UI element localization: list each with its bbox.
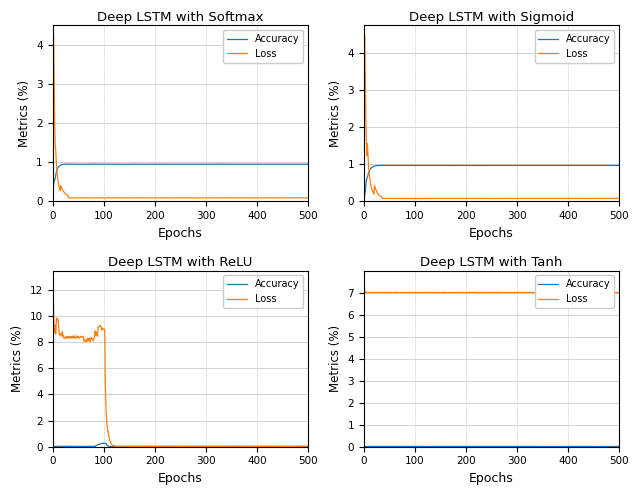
Loss xyxy=(214,443,221,449)
Accuracy xyxy=(529,162,536,168)
Loss xyxy=(434,290,442,296)
Accuracy xyxy=(527,163,535,169)
Accuracy xyxy=(453,443,461,449)
Accuracy xyxy=(478,443,486,449)
Line: Loss: Loss xyxy=(52,31,308,198)
Loss xyxy=(304,443,312,449)
Line: Accuracy: Accuracy xyxy=(52,164,308,199)
X-axis label: Epochs: Epochs xyxy=(158,227,203,240)
Loss xyxy=(182,443,189,449)
Loss xyxy=(123,443,131,449)
Loss xyxy=(525,289,532,295)
Accuracy xyxy=(260,161,268,167)
Loss xyxy=(423,289,431,295)
Title: Deep LSTM with ReLU: Deep LSTM with ReLU xyxy=(108,256,252,269)
Accuracy xyxy=(216,161,224,167)
Accuracy xyxy=(434,443,442,449)
Accuracy xyxy=(123,161,131,167)
Loss xyxy=(615,195,623,201)
Loss xyxy=(572,195,579,201)
Loss xyxy=(141,443,149,449)
Title: Deep LSTM with Sigmoid: Deep LSTM with Sigmoid xyxy=(409,11,574,24)
Title: Deep LSTM with Softmax: Deep LSTM with Softmax xyxy=(97,11,264,24)
Loss xyxy=(525,195,532,201)
Accuracy xyxy=(218,443,225,449)
Accuracy xyxy=(615,162,623,168)
Legend: Accuracy, Loss: Accuracy, Loss xyxy=(223,275,303,308)
Accuracy xyxy=(572,443,580,449)
Line: Loss: Loss xyxy=(364,282,619,293)
Loss xyxy=(360,30,368,36)
Legend: Accuracy, Loss: Accuracy, Loss xyxy=(534,275,614,308)
Loss xyxy=(453,195,461,201)
Loss xyxy=(360,196,367,202)
Legend: Accuracy, Loss: Accuracy, Loss xyxy=(534,30,614,63)
Line: Loss: Loss xyxy=(364,33,619,199)
Accuracy xyxy=(525,443,533,449)
Accuracy xyxy=(113,443,121,449)
Loss xyxy=(142,195,150,201)
Y-axis label: Metrics (%): Metrics (%) xyxy=(329,80,342,147)
Loss xyxy=(261,195,269,201)
Accuracy xyxy=(434,163,442,169)
Accuracy xyxy=(124,443,132,449)
Loss xyxy=(49,194,56,200)
X-axis label: Epochs: Epochs xyxy=(158,472,203,485)
Legend: Accuracy, Loss: Accuracy, Loss xyxy=(223,30,303,63)
Accuracy xyxy=(112,161,120,167)
Accuracy xyxy=(497,443,504,449)
Loss xyxy=(528,195,536,201)
Accuracy xyxy=(453,162,461,168)
Loss xyxy=(615,290,623,296)
Loss xyxy=(435,195,442,201)
Accuracy xyxy=(100,440,108,446)
Accuracy xyxy=(360,198,367,204)
Y-axis label: Metrics (%): Metrics (%) xyxy=(11,325,24,392)
Loss xyxy=(112,443,120,449)
Loss xyxy=(572,289,579,295)
Line: Accuracy: Accuracy xyxy=(52,443,308,446)
Loss xyxy=(124,195,131,201)
Loss xyxy=(476,290,483,296)
Accuracy xyxy=(261,443,269,449)
Line: Loss: Loss xyxy=(52,274,308,446)
Loss xyxy=(424,195,431,201)
Accuracy xyxy=(49,443,56,449)
Y-axis label: Metrics (%): Metrics (%) xyxy=(18,80,31,147)
Accuracy xyxy=(143,443,150,449)
Accuracy xyxy=(572,162,579,168)
Loss xyxy=(360,279,367,285)
X-axis label: Epochs: Epochs xyxy=(469,227,514,240)
Loss xyxy=(200,195,207,201)
Accuracy xyxy=(304,443,312,449)
Loss xyxy=(49,271,56,277)
Y-axis label: Metrics (%): Metrics (%) xyxy=(329,325,342,392)
Loss xyxy=(113,195,120,201)
Loss xyxy=(49,28,57,34)
Loss xyxy=(304,195,312,201)
Accuracy xyxy=(110,443,118,449)
Line: Accuracy: Accuracy xyxy=(364,165,619,201)
Accuracy xyxy=(213,161,221,167)
Accuracy xyxy=(141,161,149,167)
Accuracy xyxy=(423,162,431,168)
Accuracy xyxy=(529,443,536,449)
Loss xyxy=(218,195,225,201)
Accuracy xyxy=(524,163,532,169)
Accuracy xyxy=(360,443,367,449)
Loss xyxy=(528,289,536,295)
Accuracy xyxy=(49,196,56,202)
Loss xyxy=(453,290,461,296)
Accuracy xyxy=(423,443,431,449)
Accuracy xyxy=(615,443,623,449)
Loss xyxy=(217,443,225,449)
Loss xyxy=(214,195,222,201)
Title: Deep LSTM with Tanh: Deep LSTM with Tanh xyxy=(420,256,563,269)
Accuracy xyxy=(220,161,228,167)
Accuracy xyxy=(214,443,222,449)
X-axis label: Epochs: Epochs xyxy=(469,472,514,485)
Loss xyxy=(260,443,268,449)
Accuracy xyxy=(304,161,312,167)
